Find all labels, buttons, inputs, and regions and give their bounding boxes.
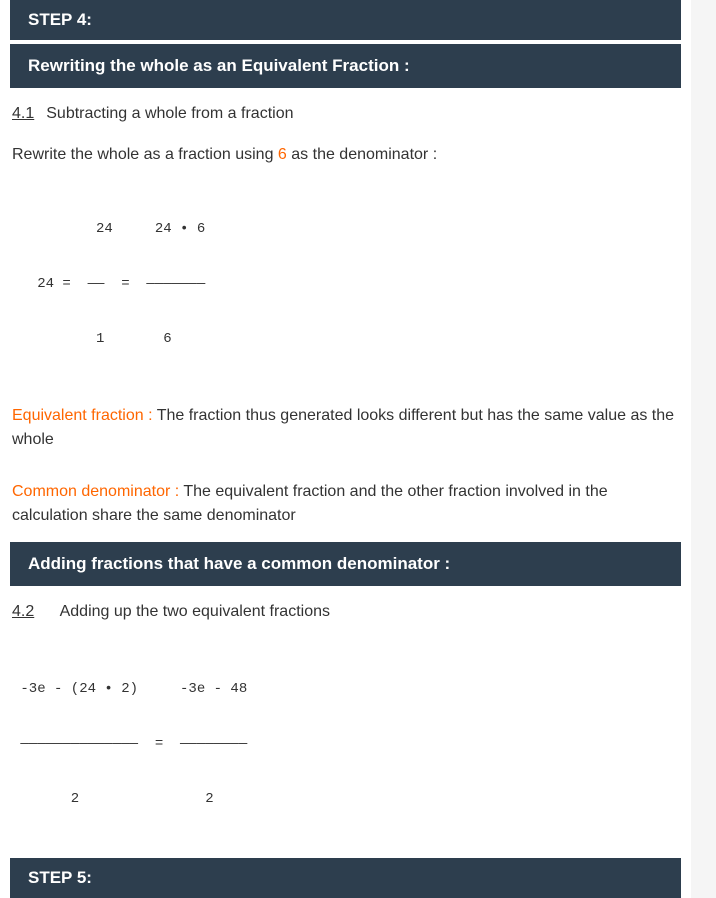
def-label-equiv: Equivalent fraction : xyxy=(12,407,157,424)
section-subtitle-text: Adding up the two equivalent fractions xyxy=(60,603,330,620)
fraction-line-1: 24 24 • 6 xyxy=(12,220,679,238)
spacer xyxy=(10,534,681,542)
spacer xyxy=(10,458,681,474)
fraction-line-3: 1 6 xyxy=(12,330,679,348)
section-4-1-header: Rewriting the whole as an Equivalent Fra… xyxy=(10,44,681,88)
intro-before: Rewrite the whole as a fraction using xyxy=(12,146,278,163)
section-number: 4.2 xyxy=(12,603,34,620)
fraction-line-1: -3e - (24 • 2) -3e - 48 xyxy=(12,680,679,698)
equivalent-fraction-def: Equivalent fraction : The fraction thus … xyxy=(10,398,681,458)
section-4-1-subtitle: 4.1 Subtracting a whole from a fraction xyxy=(10,88,681,140)
fraction-line-3: 2 2 xyxy=(12,790,679,808)
common-denominator-def: Common denominator : The equivalent frac… xyxy=(10,474,681,534)
section-4-2-subtitle: 4.2 Adding up the two equivalent fractio… xyxy=(10,586,681,638)
intro-after: as the denominator : xyxy=(287,146,437,163)
fraction-line-2: —————————————— = ———————— xyxy=(12,735,679,753)
fraction-equation-1: 24 24 • 6 24 = —— = ——————— 1 6 xyxy=(10,178,681,398)
def-label-common: Common denominator : xyxy=(12,483,183,500)
step-4-header: STEP 4: xyxy=(10,0,681,40)
fraction-line-2: 24 = —— = ——————— xyxy=(12,275,679,293)
math-solution-content: STEP 4: Rewriting the whole as an Equiva… xyxy=(0,0,691,898)
denominator-highlight: 6 xyxy=(278,146,287,163)
rewrite-intro: Rewrite the whole as a fraction using 6 … xyxy=(10,140,681,178)
section-subtitle-text: Subtracting a whole from a fraction xyxy=(46,105,293,122)
fraction-equation-2: -3e - (24 • 2) -3e - 48 —————————————— =… xyxy=(10,638,681,858)
section-4-2-header: Adding fractions that have a common deno… xyxy=(10,542,681,586)
step-5-header: STEP 5: xyxy=(10,858,681,898)
section-number: 4.1 xyxy=(12,105,34,122)
